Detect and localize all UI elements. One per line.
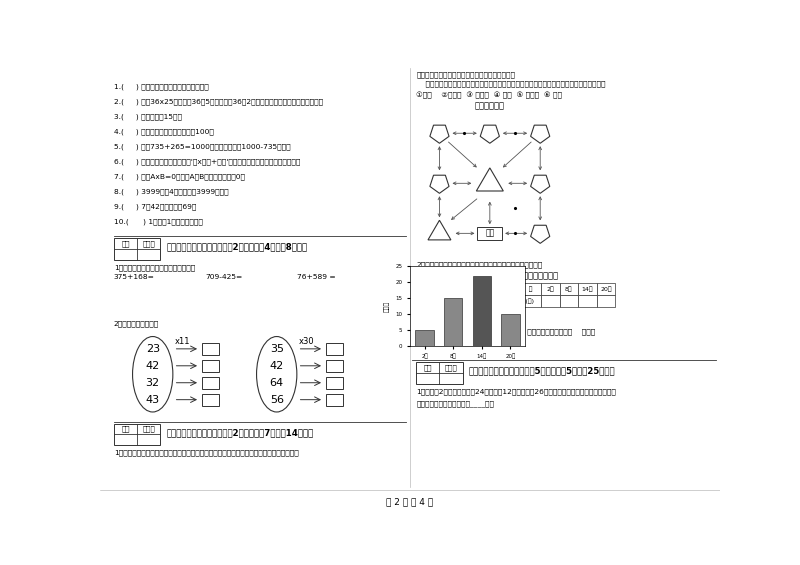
FancyBboxPatch shape: [326, 376, 343, 389]
FancyBboxPatch shape: [559, 295, 578, 306]
FancyBboxPatch shape: [202, 393, 219, 406]
Text: ①根据统计图填表: ①根据统计图填表: [517, 271, 559, 280]
Text: 2、算一算，填一填。: 2、算一算，填一填。: [114, 320, 159, 327]
Text: ①狮山    ②猎兽馆  ③ 飞禽馆  ④ 鹿园  ⑤ 大象馆  ⑥ 鱼馆: ①狮山 ②猎兽馆 ③ 飞禽馆 ④ 鹿园 ⑤ 大象馆 ⑥ 鱼馆: [416, 92, 562, 99]
FancyBboxPatch shape: [114, 424, 161, 445]
FancyBboxPatch shape: [326, 360, 343, 372]
Text: 76+589 =: 76+589 =: [297, 274, 335, 280]
Text: 35: 35: [270, 344, 284, 354]
Text: 43: 43: [146, 395, 160, 405]
FancyBboxPatch shape: [326, 343, 343, 355]
Text: 四、看清题目，细心计算（共2小题，每题4分，共8分）。: 四、看清题目，细心计算（共2小题，每题4分，共8分）。: [166, 242, 308, 251]
Bar: [473, 276, 491, 346]
FancyBboxPatch shape: [597, 284, 615, 295]
Text: 2、下面是气温自测仪上记录的某天四个不同时间的气温情况：: 2、下面是气温自测仪上记录的某天四个不同时间的气温情况：: [416, 262, 542, 268]
Text: 375+168=: 375+168=: [114, 274, 155, 280]
FancyBboxPatch shape: [559, 284, 578, 295]
Text: 64: 64: [270, 378, 284, 388]
FancyBboxPatch shape: [202, 343, 219, 355]
Text: 得分: 得分: [122, 240, 130, 247]
FancyBboxPatch shape: [578, 284, 597, 295]
Text: 42: 42: [270, 361, 284, 371]
Text: 5.(     ) 根据735+265=1000，可以直接写出1000-735的差。: 5.( ) 根据735+265=1000，可以直接写出1000-735的差。: [114, 144, 290, 150]
Text: 6.(     ) 有余数除法的验算方法是'商x除数+余数'，看得到的结果是否与被除数相等。: 6.( ) 有余数除法的验算方法是'商x除数+余数'，看得到的结果是否与被除数相…: [114, 158, 300, 165]
Ellipse shape: [257, 337, 297, 412]
Polygon shape: [428, 220, 451, 240]
Text: 馆和鱼馆的场地分别在动物园的东北角和西北角。: 馆和鱼馆的场地分别在动物园的东北角和西北角。: [416, 72, 515, 79]
FancyBboxPatch shape: [541, 284, 559, 295]
Text: 五、认真思考，综合能力（共2小题，每题7分，共14分）。: 五、认真思考，综合能力（共2小题，每题7分，共14分）。: [166, 428, 314, 437]
Polygon shape: [480, 125, 499, 144]
FancyBboxPatch shape: [513, 295, 541, 306]
Text: 709-425=: 709-425=: [206, 274, 242, 280]
FancyBboxPatch shape: [478, 227, 502, 240]
Polygon shape: [530, 175, 550, 193]
FancyBboxPatch shape: [578, 295, 597, 306]
Text: 23: 23: [146, 344, 160, 354]
Text: 32: 32: [146, 378, 160, 388]
Text: 8时: 8时: [565, 286, 573, 292]
Polygon shape: [530, 225, 550, 244]
Text: 评卷人: 评卷人: [445, 364, 458, 371]
Text: 1、走进动物园大门，正北面是狮子山和猎兽馆，狮子山的东侧是飞禽馆，西侧是鹿园，大象: 1、走进动物园大门，正北面是狮子山和猎兽馆，狮子山的东侧是飞禽馆，西侧是鹿园，大…: [114, 450, 298, 457]
Text: 六、活用知识，解决问题（共5小题，每题5分，共25分）。: 六、活用知识，解决问题（共5小题，每题5分，共25分）。: [469, 367, 615, 376]
Text: 3.(     ) 李老师身高15米。: 3.( ) 李老师身高15米。: [114, 113, 182, 120]
Text: 10.(      ) 1吨铁与1吨棉花一样重。: 10.( ) 1吨铁与1吨棉花一样重。: [114, 218, 203, 225]
Bar: [415, 330, 434, 346]
FancyBboxPatch shape: [416, 362, 462, 384]
Text: 评卷人: 评卷人: [142, 240, 155, 247]
Text: 动物园导游图: 动物园导游图: [475, 101, 505, 110]
Text: 56: 56: [270, 395, 284, 405]
Text: 时  间: 时 间: [522, 286, 533, 292]
Y-axis label: （度）: （度）: [384, 301, 390, 312]
Text: 20时: 20时: [600, 286, 612, 292]
Text: 得分: 得分: [423, 364, 432, 371]
Polygon shape: [476, 168, 503, 191]
Text: 得分: 得分: [122, 425, 130, 432]
Polygon shape: [430, 125, 449, 144]
FancyBboxPatch shape: [202, 376, 219, 389]
Polygon shape: [530, 125, 550, 144]
Text: 气温(度): 气温(度): [519, 298, 535, 303]
Text: 9.(     ) 7个42相加的和是69。: 9.( ) 7个42相加的和是69。: [114, 203, 196, 210]
Text: x11: x11: [174, 337, 190, 346]
Text: 8.(     ) 3999克与4千克相比，3999克重。: 8.( ) 3999克与4千克相比，3999克重。: [114, 188, 229, 195]
Text: 2时: 2时: [546, 286, 554, 292]
Text: 根据小强的描述，请你把这些动物场馆所在的位置，在动物园的导游图上用序号表示出来。: 根据小强的描述，请你把这些动物场馆所在的位置，在动物园的导游图上用序号表示出来。: [416, 81, 606, 88]
Text: 7.(     ) 如果AxB=0，那么A和B中至少有一个是0。: 7.( ) 如果AxB=0，那么A和B中至少有一个是0。: [114, 173, 245, 180]
Ellipse shape: [133, 337, 173, 412]
FancyBboxPatch shape: [597, 295, 615, 306]
Text: ③实际算一算，这天的平均气温是多少度？: ③实际算一算，这天的平均气温是多少度？: [416, 339, 504, 346]
Text: 第 2 页 共 4 页: 第 2 页 共 4 页: [386, 497, 434, 506]
Text: 评卷人: 评卷人: [142, 425, 155, 432]
FancyBboxPatch shape: [513, 284, 541, 295]
FancyBboxPatch shape: [202, 360, 219, 372]
Text: 1、竖式计算，要求验算的请写出验算。: 1、竖式计算，要求验算的请写出验算。: [114, 264, 195, 271]
Text: x30: x30: [298, 337, 314, 346]
Text: 4.(     ) 两个面积单位之间的进率是100。: 4.( ) 两个面积单位之间的进率是100。: [114, 128, 214, 135]
Text: 2.(     ) 计算36x25时，先把36和5相乘，再把36和2相乘，最后把两次乘得的结果相加。: 2.( ) 计算36x25时，先把36和5相乘，再把36和2相乘，最后把两次乘得…: [114, 98, 323, 105]
FancyBboxPatch shape: [326, 393, 343, 406]
Text: 14时: 14时: [582, 286, 594, 292]
Text: 42: 42: [146, 361, 160, 371]
Bar: [444, 298, 462, 346]
FancyBboxPatch shape: [114, 238, 161, 259]
Text: 大门: 大门: [485, 229, 494, 238]
FancyBboxPatch shape: [541, 295, 559, 306]
Polygon shape: [430, 175, 449, 193]
Text: 答：学校买乒乓球一共花了____元。: 答：学校买乒乓球一共花了____元。: [416, 401, 494, 407]
Text: 1.(     ) 小明面对着东方时，背对着西方。: 1.( ) 小明面对着东方时，背对着西方。: [114, 83, 209, 90]
Text: ②这一天的最高气温是（    ）度，最低气温是（    ）度，平均气温大约（    ）度。: ②这一天的最高气温是（ ）度，最低气温是（ ）度，平均气温大约（ ）度。: [416, 328, 595, 334]
Bar: [501, 314, 520, 346]
Text: 1、学校买2箱乒乓球，每箱24盒，每盒12个，每盒卖26元，学校买乒乓球一共花了多少钱？: 1、学校买2箱乒乓球，每箱24盒，每盒12个，每盒卖26元，学校买乒乓球一共花了…: [416, 388, 616, 395]
